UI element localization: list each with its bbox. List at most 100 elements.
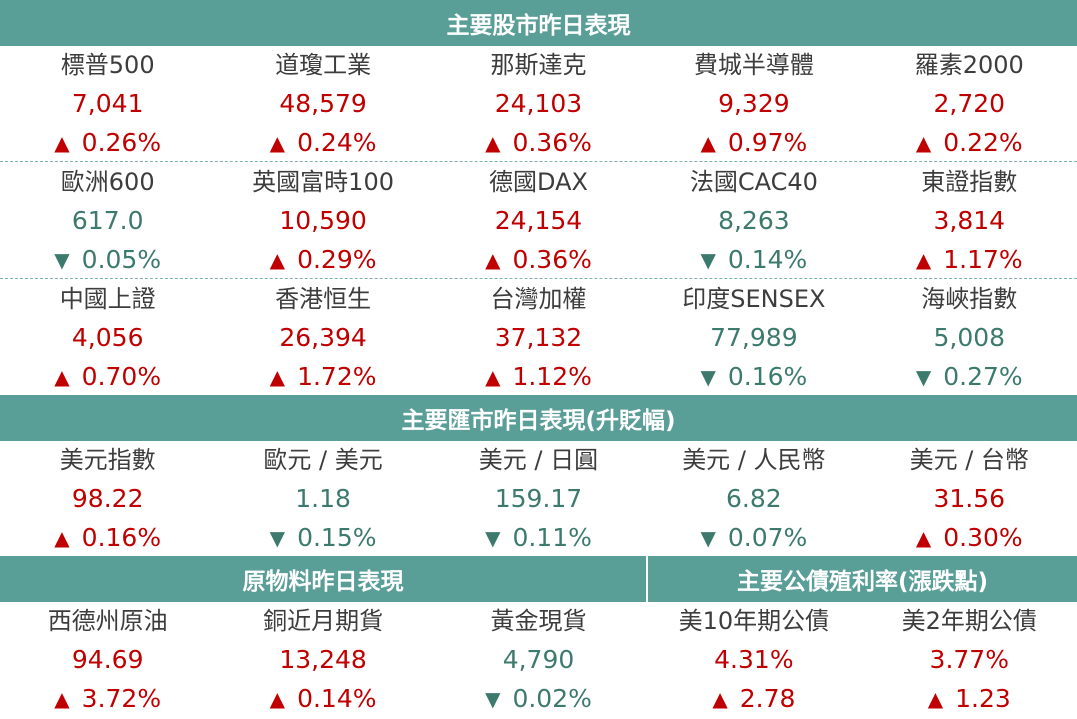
market-change-value: 0.29%	[297, 245, 377, 274]
market-name: 美2年期公債	[901, 607, 1037, 635]
row-divider	[0, 278, 1077, 279]
commodities-section-header: 原物料昨日表現	[0, 556, 646, 602]
market-change-value: 0.30%	[943, 523, 1023, 552]
market-name: 西德州原油	[47, 607, 168, 635]
up-arrow-icon: ▲	[927, 687, 944, 711]
market-value: 94.69	[71, 645, 144, 674]
market-change-value: 0.15%	[297, 523, 377, 552]
market-change: ▼ 0.02%	[485, 679, 592, 718]
market-name: 那斯達克	[490, 51, 587, 79]
up-arrow-icon: ▲	[915, 526, 932, 550]
market-change: ▲ 0.16%	[54, 518, 161, 557]
market-change-value: 0.02%	[512, 684, 592, 713]
market-value: 4.31%	[714, 645, 794, 674]
market-value: 13,248	[279, 645, 367, 674]
market-cell: 英國富時100 10,590 ▲ 0.29%	[215, 163, 430, 279]
market-cell: 印度SENSEX 77,989 ▼ 0.16%	[646, 280, 861, 396]
market-change-value: 0.07%	[727, 523, 808, 552]
market-cell: 法國CAC40 8,263 ▼ 0.14%	[646, 163, 861, 279]
market-name: 歐洲600	[60, 168, 155, 196]
market-name: 美元指數	[59, 446, 156, 474]
up-arrow-icon: ▲	[54, 365, 70, 389]
market-change-value: 1.12%	[512, 362, 592, 391]
market-name: 美元 / 台幣	[909, 446, 1029, 474]
market-change: ▼ 0.11%	[485, 518, 592, 557]
market-value: 6.82	[726, 484, 782, 513]
market-change: ▼ 0.15%	[270, 518, 377, 557]
up-arrow-icon: ▲	[485, 365, 501, 389]
market-change: ▲ 0.22%	[916, 123, 1023, 162]
market-name: 法國CAC40	[689, 168, 818, 196]
market-name: 香港恒生	[275, 285, 372, 313]
market-change: ▲ 1.12%	[485, 357, 592, 396]
market-name: 歐元 / 美元	[263, 446, 383, 474]
market-change: ▲ 0.97%	[700, 123, 807, 162]
row-divider	[0, 161, 1077, 162]
market-value: 26,394	[279, 323, 367, 352]
market-change-value: 0.14%	[297, 684, 377, 713]
up-arrow-icon: ▲	[54, 131, 70, 155]
market-change: ▲ 0.24%	[270, 123, 377, 162]
down-arrow-icon: ▼	[700, 526, 716, 550]
market-value: 24,154	[494, 206, 583, 235]
market-change-value: 0.70%	[81, 362, 162, 391]
bonds-section-title: 主要公債殖利率(漲跌點)	[736, 569, 989, 595]
market-change-value: 0.26%	[81, 128, 162, 157]
up-arrow-icon: ▲	[269, 687, 286, 711]
market-change: ▲ 0.29%	[270, 240, 377, 279]
market-change: ▲ 1.23	[928, 679, 1011, 718]
market-value: 1.18	[295, 484, 351, 513]
market-value: 4,056	[71, 323, 144, 352]
up-arrow-icon: ▲	[54, 526, 70, 550]
market-value: 37,132	[494, 323, 583, 352]
market-change-value: 0.36%	[512, 245, 592, 274]
market-change-value: 1.23	[955, 684, 1011, 713]
market-cell: 西德州原油 94.69 ▲ 3.72%	[0, 602, 215, 718]
commodities-section-title: 原物料昨日表現	[242, 569, 404, 595]
market-name: 台灣加權	[490, 285, 587, 313]
market-value: 77,989	[710, 323, 798, 352]
stocks-section-header: 主要股市昨日表現	[0, 0, 1077, 46]
market-value: 2,720	[933, 89, 1006, 118]
market-change-value: 0.11%	[512, 523, 592, 552]
fx-section-header: 主要匯市昨日表現(升貶幅)	[0, 395, 1077, 441]
market-change: ▲ 0.14%	[270, 679, 377, 718]
down-arrow-icon: ▼	[269, 526, 286, 550]
market-cell: 道瓊工業 48,579 ▲ 0.24%	[215, 46, 430, 162]
down-arrow-icon: ▼	[485, 687, 501, 711]
down-arrow-icon: ▼	[700, 248, 716, 272]
market-change-value: 0.27%	[943, 362, 1023, 391]
commodities-bonds-row: 西德州原油 94.69 ▲ 3.72% 銅近月期貨 13,248 ▲ 0.14% 黃金現貨 4,7…	[0, 602, 1077, 718]
market-change-value: 0.14%	[727, 245, 808, 274]
market-name: 黃金現貨	[490, 607, 587, 635]
market-value: 98.22	[71, 484, 144, 513]
market-change: ▲ 3.72%	[54, 679, 161, 718]
market-change: ▼ 0.14%	[700, 240, 807, 279]
market-change-value: 0.16%	[727, 362, 808, 391]
market-cell: 歐洲600 617.0 ▼ 0.05%	[0, 163, 215, 279]
market-value: 4,790	[502, 645, 575, 674]
market-value: 3.77%	[929, 645, 1009, 674]
market-value: 3,814	[933, 206, 1006, 235]
market-change: ▲ 1.72%	[270, 357, 377, 396]
market-name: 印度SENSEX	[682, 285, 826, 313]
market-change-value: 1.72%	[297, 362, 377, 391]
market-cell: 海峽指數 5,008 ▼ 0.27%	[862, 280, 1077, 396]
market-cell: 美元 / 日圓 159.17 ▼ 0.11%	[431, 441, 646, 557]
market-name: 德國DAX	[489, 168, 588, 196]
market-cell: 美10年期公債 4.31% ▲ 2.78	[646, 602, 861, 718]
market-change: ▲ 0.36%	[485, 123, 592, 162]
market-name: 美元 / 人民幣	[682, 446, 826, 474]
market-value: 5,008	[933, 323, 1006, 352]
market-cell: 德國DAX 24,154 ▲ 0.36%	[431, 163, 646, 279]
market-cell: 美元指數 98.22 ▲ 0.16%	[0, 441, 215, 557]
market-change: ▼ 0.07%	[700, 518, 807, 557]
up-arrow-icon: ▲	[54, 687, 70, 711]
down-arrow-icon: ▼	[700, 365, 716, 389]
stocks-row-us: 標普500 7,041 ▲ 0.26% 道瓊工業 48,579 ▲ 0.24% 那斯達克 24,1…	[0, 46, 1077, 162]
market-value: 7,041	[71, 89, 144, 118]
up-arrow-icon: ▲	[485, 248, 501, 272]
market-cell: 費城半導體 9,329 ▲ 0.97%	[646, 46, 861, 162]
market-change-value: 0.22%	[943, 128, 1023, 157]
